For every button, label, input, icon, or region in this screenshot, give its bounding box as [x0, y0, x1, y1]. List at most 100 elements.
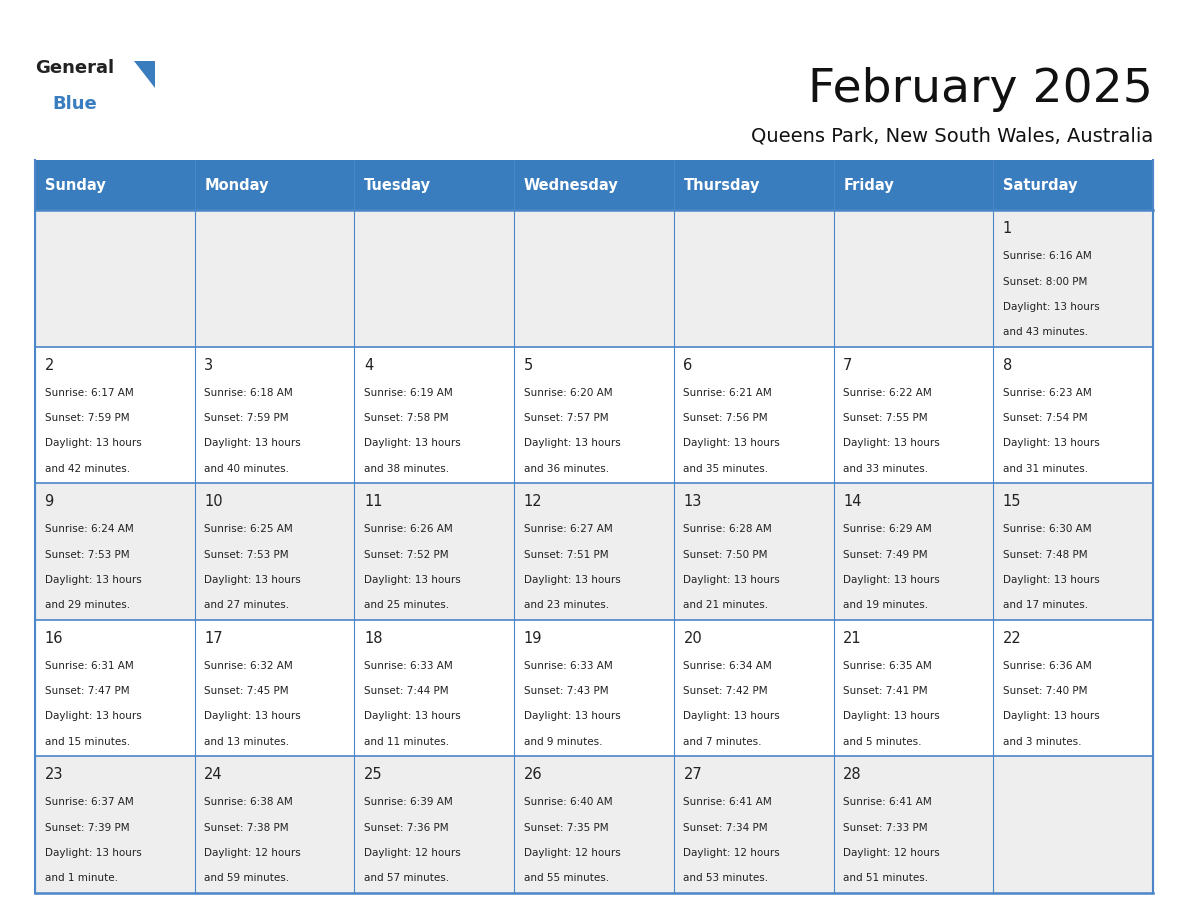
Text: Daylight: 12 hours: Daylight: 12 hours — [204, 848, 301, 858]
Text: Sunrise: 6:37 AM: Sunrise: 6:37 AM — [45, 798, 133, 808]
Bar — [354, 756, 514, 893]
Text: Daylight: 13 hours: Daylight: 13 hours — [45, 711, 141, 722]
Text: Sunrise: 6:33 AM: Sunrise: 6:33 AM — [364, 661, 453, 671]
Text: Sunset: 7:35 PM: Sunset: 7:35 PM — [524, 823, 608, 833]
Text: Tuesday: Tuesday — [364, 178, 431, 193]
Text: 11: 11 — [364, 495, 383, 509]
Text: 7: 7 — [843, 358, 853, 373]
Text: and 7 minutes.: and 7 minutes. — [683, 737, 762, 746]
Text: Sunset: 7:36 PM: Sunset: 7:36 PM — [364, 823, 449, 833]
Text: Daylight: 13 hours: Daylight: 13 hours — [683, 711, 781, 722]
Text: Sunset: 7:47 PM: Sunset: 7:47 PM — [45, 686, 129, 696]
Text: Sunrise: 6:25 AM: Sunrise: 6:25 AM — [204, 524, 293, 534]
Bar — [195, 210, 354, 347]
Text: Daylight: 13 hours: Daylight: 13 hours — [204, 439, 301, 449]
Bar — [993, 347, 1154, 484]
Text: Queens Park, New South Wales, Australia: Queens Park, New South Wales, Australia — [751, 126, 1154, 145]
Text: and 43 minutes.: and 43 minutes. — [1003, 327, 1088, 337]
Text: 22: 22 — [1003, 631, 1022, 646]
Text: 21: 21 — [843, 631, 861, 646]
Text: and 33 minutes.: and 33 minutes. — [843, 464, 928, 474]
Bar — [514, 484, 674, 620]
Text: Sunrise: 6:38 AM: Sunrise: 6:38 AM — [204, 798, 293, 808]
Text: Daylight: 13 hours: Daylight: 13 hours — [45, 848, 141, 858]
Text: and 53 minutes.: and 53 minutes. — [683, 873, 769, 883]
Text: February 2025: February 2025 — [808, 67, 1154, 112]
Bar — [34, 756, 195, 893]
Text: 18: 18 — [364, 631, 383, 646]
Bar — [354, 210, 514, 347]
Bar — [674, 210, 834, 347]
Text: Daylight: 12 hours: Daylight: 12 hours — [364, 848, 461, 858]
Text: 24: 24 — [204, 767, 223, 782]
Bar — [34, 620, 195, 756]
Text: Sunrise: 6:34 AM: Sunrise: 6:34 AM — [683, 661, 772, 671]
Text: Sunset: 7:54 PM: Sunset: 7:54 PM — [1003, 413, 1087, 423]
Text: 25: 25 — [364, 767, 383, 782]
Text: Daylight: 12 hours: Daylight: 12 hours — [683, 848, 781, 858]
Bar — [834, 347, 993, 484]
Text: Sunset: 7:58 PM: Sunset: 7:58 PM — [364, 413, 449, 423]
Bar — [993, 620, 1154, 756]
Text: Sunset: 7:45 PM: Sunset: 7:45 PM — [204, 686, 289, 696]
Bar — [354, 484, 514, 620]
Text: 12: 12 — [524, 495, 543, 509]
Bar — [993, 210, 1154, 347]
Bar — [993, 756, 1154, 893]
Text: Sunset: 7:38 PM: Sunset: 7:38 PM — [204, 823, 289, 833]
Text: Sunrise: 6:23 AM: Sunrise: 6:23 AM — [1003, 388, 1092, 397]
Bar — [354, 160, 514, 210]
Text: Daylight: 13 hours: Daylight: 13 hours — [524, 711, 620, 722]
Text: Sunrise: 6:22 AM: Sunrise: 6:22 AM — [843, 388, 931, 397]
Text: and 57 minutes.: and 57 minutes. — [364, 873, 449, 883]
Bar — [834, 756, 993, 893]
Text: Sunday: Sunday — [45, 178, 106, 193]
Text: and 5 minutes.: and 5 minutes. — [843, 737, 922, 746]
Text: Sunrise: 6:29 AM: Sunrise: 6:29 AM — [843, 524, 931, 534]
Text: Sunrise: 6:35 AM: Sunrise: 6:35 AM — [843, 661, 931, 671]
Text: 23: 23 — [45, 767, 63, 782]
Text: and 17 minutes.: and 17 minutes. — [1003, 600, 1088, 610]
Text: and 31 minutes.: and 31 minutes. — [1003, 464, 1088, 474]
Text: Sunset: 8:00 PM: Sunset: 8:00 PM — [1003, 276, 1087, 286]
Text: 8: 8 — [1003, 358, 1012, 373]
Text: General: General — [34, 59, 114, 77]
Text: and 55 minutes.: and 55 minutes. — [524, 873, 609, 883]
Text: 5: 5 — [524, 358, 533, 373]
Bar — [514, 160, 674, 210]
Bar — [195, 347, 354, 484]
Text: Daylight: 13 hours: Daylight: 13 hours — [364, 711, 461, 722]
Text: Sunrise: 6:21 AM: Sunrise: 6:21 AM — [683, 388, 772, 397]
Text: Friday: Friday — [843, 178, 893, 193]
Text: Daylight: 13 hours: Daylight: 13 hours — [45, 575, 141, 585]
Text: and 40 minutes.: and 40 minutes. — [204, 464, 290, 474]
Text: Sunrise: 6:36 AM: Sunrise: 6:36 AM — [1003, 661, 1092, 671]
Text: Sunrise: 6:31 AM: Sunrise: 6:31 AM — [45, 661, 133, 671]
Bar — [195, 484, 354, 620]
Text: Sunset: 7:55 PM: Sunset: 7:55 PM — [843, 413, 928, 423]
Text: and 25 minutes.: and 25 minutes. — [364, 600, 449, 610]
Text: Sunset: 7:43 PM: Sunset: 7:43 PM — [524, 686, 608, 696]
Text: and 21 minutes.: and 21 minutes. — [683, 600, 769, 610]
Text: Wednesday: Wednesday — [524, 178, 619, 193]
Text: Sunrise: 6:41 AM: Sunrise: 6:41 AM — [843, 798, 931, 808]
Text: 2: 2 — [45, 358, 53, 373]
Text: and 38 minutes.: and 38 minutes. — [364, 464, 449, 474]
Text: Sunrise: 6:18 AM: Sunrise: 6:18 AM — [204, 388, 293, 397]
Text: and 19 minutes.: and 19 minutes. — [843, 600, 928, 610]
Text: Sunset: 7:50 PM: Sunset: 7:50 PM — [683, 550, 767, 560]
Bar — [674, 347, 834, 484]
Bar — [834, 210, 993, 347]
Text: Monday: Monday — [204, 178, 268, 193]
Text: and 15 minutes.: and 15 minutes. — [45, 737, 129, 746]
Text: 20: 20 — [683, 631, 702, 646]
Text: Sunrise: 6:24 AM: Sunrise: 6:24 AM — [45, 524, 133, 534]
Text: and 11 minutes.: and 11 minutes. — [364, 737, 449, 746]
Text: Daylight: 13 hours: Daylight: 13 hours — [45, 439, 141, 449]
Text: Daylight: 13 hours: Daylight: 13 hours — [1003, 302, 1100, 312]
Text: Sunrise: 6:41 AM: Sunrise: 6:41 AM — [683, 798, 772, 808]
Text: Daylight: 13 hours: Daylight: 13 hours — [843, 439, 940, 449]
Text: Daylight: 13 hours: Daylight: 13 hours — [204, 575, 301, 585]
Text: Sunrise: 6:33 AM: Sunrise: 6:33 AM — [524, 661, 613, 671]
Bar — [514, 620, 674, 756]
